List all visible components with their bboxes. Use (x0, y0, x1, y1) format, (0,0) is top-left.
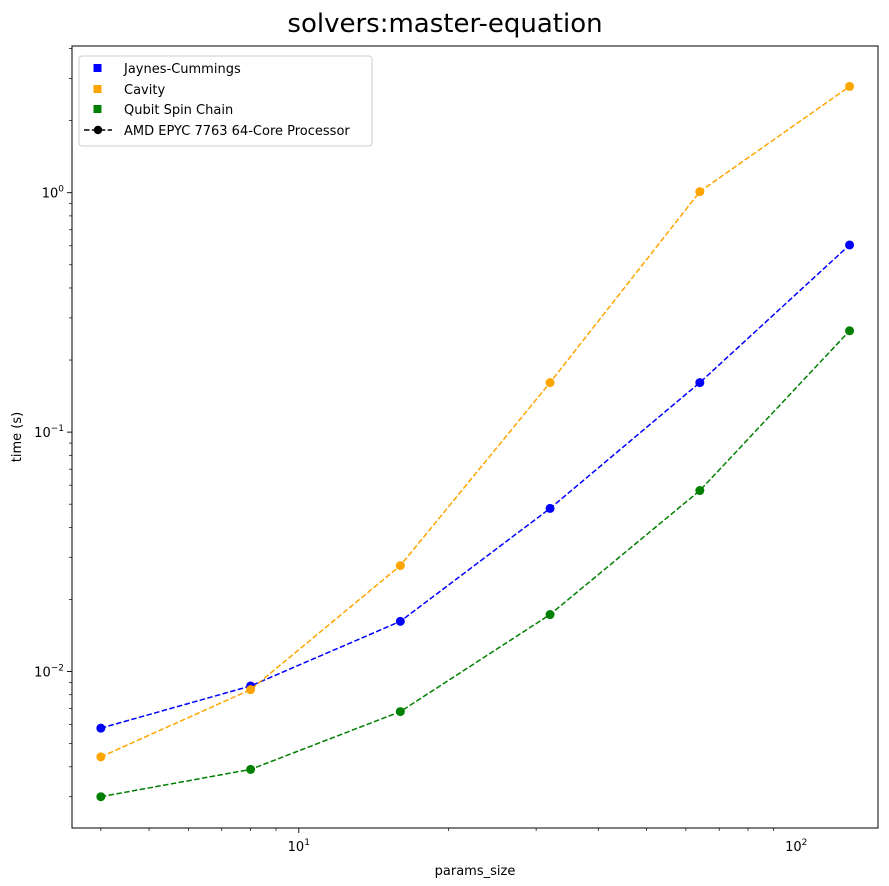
point-qubit-spin-chain-1 (246, 764, 256, 774)
point-cavity-1 (246, 685, 256, 695)
y-tick-label: 10−2 (34, 664, 64, 681)
legend-marker-jaynes-cummings (93, 64, 102, 72)
series-line-qubit-spin-chain (100, 330, 851, 798)
y-axis-label: time (s) (10, 412, 25, 462)
point-qubit-spin-chain-5 (845, 326, 855, 336)
legend-marker-cavity (93, 85, 102, 93)
y-tick-label: 10−1 (34, 424, 64, 441)
series-line-cavity (100, 85, 851, 758)
point-cavity-2 (395, 561, 405, 571)
point-jaynes-cummings-5 (845, 240, 855, 250)
point-jaynes-cummings-4 (695, 378, 705, 388)
legend: Jaynes-Cummings Cavity Qubit Spin Chain … (78, 55, 373, 147)
legend-label-processor: AMD EPYC 7763 64-Core Processor (124, 124, 350, 139)
x-tick-label: 101 (288, 838, 310, 855)
legend-label-cavity: Cavity (124, 83, 165, 98)
x-tick-label: 102 (785, 838, 807, 855)
point-cavity-4 (695, 187, 705, 197)
chart-title: solvers:master-equation (287, 9, 602, 39)
plot-frame (71, 45, 879, 829)
point-cavity-0 (96, 752, 106, 762)
point-cavity-3 (545, 378, 555, 388)
legend-label-jaynes-cummings: Jaynes-Cummings (123, 62, 241, 77)
plot-area (96, 81, 855, 802)
point-jaynes-cummings-2 (395, 616, 405, 626)
series-line-jaynes-cummings (100, 244, 851, 729)
y-axis: 10−2 10−1 100 (34, 48, 72, 798)
x-axis: 101 102 (100, 828, 807, 855)
legend-label-qubit-spin-chain: Qubit Spin Chain (124, 103, 233, 118)
point-qubit-spin-chain-0 (96, 792, 106, 802)
legend-marker-qubit-spin-chain (93, 105, 102, 113)
point-qubit-spin-chain-4 (695, 486, 705, 496)
x-axis-label: params_size (435, 864, 516, 879)
legend-box (78, 55, 373, 147)
point-jaynes-cummings-0 (96, 723, 106, 733)
point-qubit-spin-chain-3 (545, 610, 555, 620)
y-tick-label: 100 (42, 185, 65, 202)
legend-marker-processor (93, 125, 103, 135)
point-jaynes-cummings-3 (545, 503, 555, 513)
point-qubit-spin-chain-2 (395, 707, 405, 717)
point-cavity-5 (845, 81, 855, 91)
